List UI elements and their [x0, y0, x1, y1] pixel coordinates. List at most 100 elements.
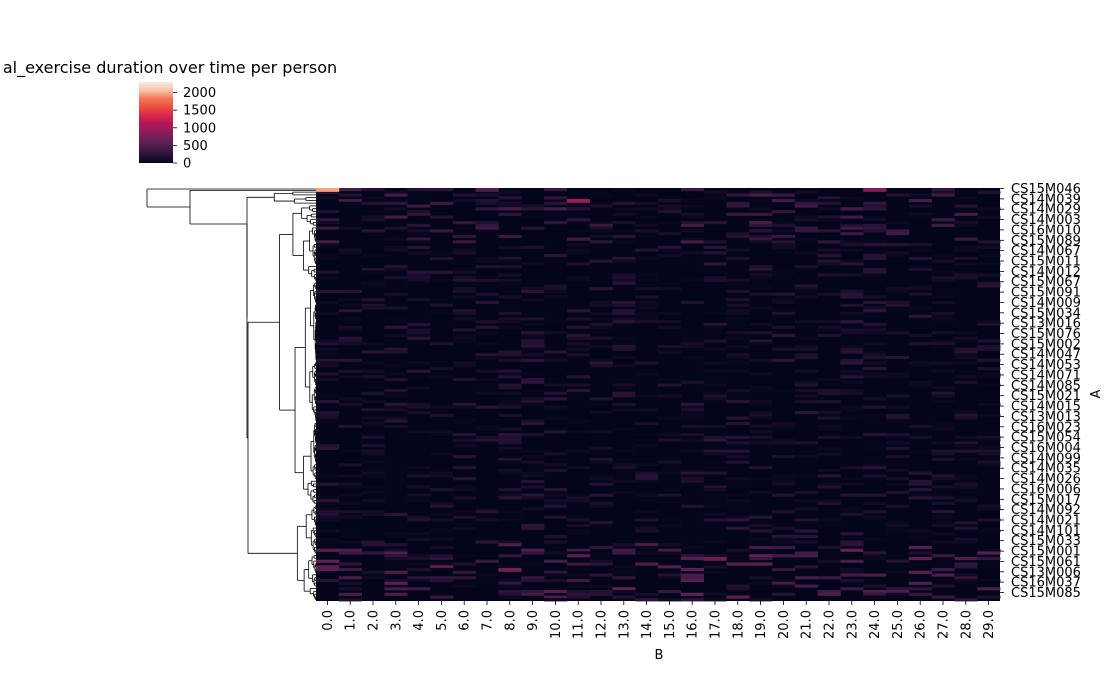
heatmap-cell — [658, 199, 682, 203]
heatmap-cell — [338, 485, 362, 489]
heatmap-cell — [566, 333, 590, 338]
heatmap-cell — [612, 278, 636, 283]
heatmap-cell — [931, 342, 955, 346]
heatmap-cell — [452, 221, 476, 225]
heatmap-cell — [452, 339, 476, 343]
heatmap-cell — [794, 218, 818, 222]
heatmap-cell — [384, 320, 408, 324]
heatmap-cell — [452, 309, 476, 313]
heatmap-cell — [954, 441, 978, 445]
heatmap-cell — [840, 347, 864, 351]
heatmap-cell — [338, 510, 362, 514]
heatmap-cell — [817, 333, 841, 338]
heatmap-cell — [954, 339, 978, 343]
heatmap-cell — [521, 419, 545, 423]
heatmap-cell — [977, 262, 1001, 266]
heatmap-cell — [544, 463, 568, 467]
heatmap-cell — [498, 295, 522, 299]
heatmap-cell — [407, 273, 431, 277]
heatmap-cell — [863, 309, 887, 313]
heatmap-cell — [635, 394, 659, 398]
heatmap-cell — [338, 397, 362, 401]
heatmap-cell — [475, 424, 499, 428]
heatmap-cell — [749, 353, 773, 357]
heatmap-cell — [635, 256, 659, 260]
heatmap-cell — [316, 270, 340, 274]
heatmap-cell — [772, 221, 796, 225]
heatmap-cell — [498, 207, 522, 211]
heatmap-cell — [726, 501, 750, 506]
heatmap-cell — [338, 251, 362, 255]
heatmap-cell — [452, 444, 476, 448]
heatmap-cell — [977, 446, 1001, 450]
heatmap-cell — [772, 479, 796, 483]
heatmap-cell — [521, 336, 545, 340]
heatmap-cell — [749, 284, 773, 288]
heatmap-cell — [452, 248, 476, 252]
heatmap-cell — [680, 567, 704, 572]
heatmap-cell — [338, 540, 362, 544]
colorbar-ticks: 0 500 1000 1500 2000 — [173, 86, 216, 172]
heatmap-cell — [498, 204, 522, 208]
heatmap-cell — [931, 254, 955, 258]
heatmap-cell — [407, 210, 431, 214]
heatmap-cell — [703, 251, 727, 255]
heatmap-cell — [498, 400, 522, 404]
heatmap-cell — [475, 223, 499, 227]
column-tick-label: 15.0 — [663, 610, 678, 639]
heatmap-cell — [544, 504, 568, 508]
heatmap-cell — [430, 518, 454, 522]
heatmap-cell — [475, 507, 499, 511]
heatmap-cell — [794, 551, 818, 555]
heatmap-cell — [772, 333, 796, 338]
heatmap-cell — [452, 584, 476, 588]
heatmap-cell — [452, 526, 476, 530]
row-tick-label: CS14M099 — [1011, 451, 1081, 466]
column-tick-label: 6.0 — [458, 610, 473, 631]
heatmap-cell — [384, 581, 408, 585]
heatmap-cell — [430, 512, 454, 517]
heatmap-cell — [794, 507, 818, 511]
row-tick-label: CS15M076 — [1011, 327, 1081, 342]
heatmap-cell — [475, 265, 499, 269]
heatmap-cell — [954, 526, 978, 530]
heatmap-cell — [635, 320, 659, 324]
heatmap-cell — [384, 267, 408, 271]
heatmap-cell — [589, 411, 613, 415]
column-tick-label: 9.0 — [526, 610, 541, 631]
heatmap-cell — [794, 584, 818, 588]
heatmap-cell — [931, 452, 955, 456]
heatmap-cell — [430, 554, 454, 558]
heatmap-cell — [612, 595, 636, 599]
heatmap-cell — [908, 424, 932, 428]
heatmap-cell — [794, 388, 818, 393]
heatmap-cell — [407, 402, 431, 406]
heatmap-cell — [589, 226, 613, 230]
heatmap-cell — [407, 562, 431, 566]
heatmap-cell — [840, 358, 864, 362]
heatmap-cell — [726, 353, 750, 357]
heatmap-cell — [612, 551, 636, 555]
heatmap-cell — [566, 218, 590, 222]
heatmap-cell — [361, 267, 385, 271]
heatmap-cell — [680, 223, 704, 227]
heatmap-cell — [658, 196, 682, 200]
heatmap-cell — [566, 342, 590, 346]
heatmap-cell — [452, 477, 476, 481]
heatmap-cell — [452, 402, 476, 406]
heatmap-cell — [931, 339, 955, 343]
heatmap-cell — [566, 276, 590, 280]
heatmap-cell — [954, 256, 978, 260]
heatmap-cell — [316, 578, 340, 583]
column-tick-label: 25.0 — [891, 610, 906, 639]
heatmap-cell — [863, 229, 887, 233]
heatmap-cell — [931, 457, 955, 461]
heatmap-cell — [430, 562, 454, 566]
heatmap-cell — [612, 449, 636, 453]
heatmap-cell — [886, 372, 910, 376]
heatmap-cell — [931, 501, 955, 506]
heatmap-cell — [452, 333, 476, 338]
heatmap-cell — [931, 595, 955, 599]
heatmap-cell — [794, 353, 818, 357]
heatmap-cell — [749, 554, 773, 558]
